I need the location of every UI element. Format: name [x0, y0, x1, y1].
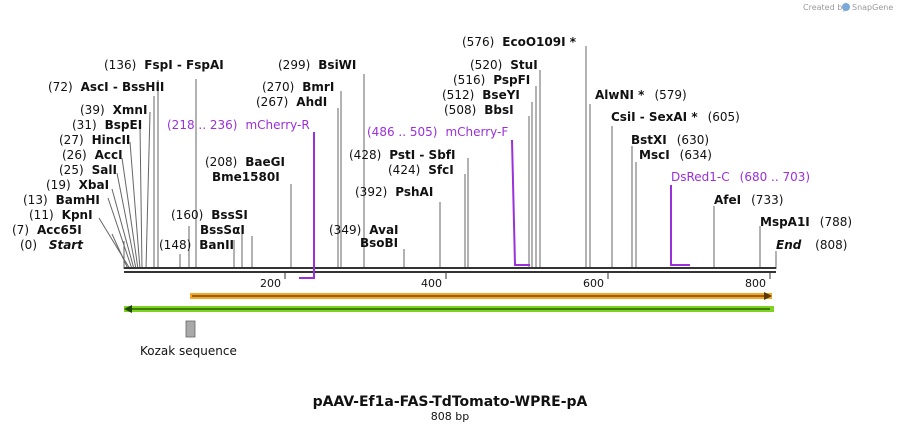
site-label: (512) BseYI — [442, 88, 520, 102]
site-label: (7) Acc65I — [12, 223, 82, 237]
site-label: (11) KpnI — [29, 208, 93, 222]
site-label: MspA1I (788) — [760, 215, 852, 229]
start-label: (0) Start — [20, 238, 84, 252]
site-label: BstXI (630) — [631, 133, 709, 147]
site-label: (26) AccI — [62, 148, 123, 162]
middle-site-labels: (148) BanII BssSαI (160) BssSI Bme1580I (2… — [159, 35, 577, 252]
site-label: (25) SalI — [59, 163, 117, 177]
site-label: (270) BmrI — [262, 80, 334, 94]
map-length: 808 bp — [431, 410, 469, 423]
site-label: (31) BspEI — [72, 118, 142, 132]
site-label: BsoBI — [360, 236, 398, 250]
snapgene-credit: Created by SnapGene — [803, 3, 893, 12]
site-label: (516) PspFI — [453, 73, 530, 87]
primer-label-mcherry-f: (486 .. 505) mCherry-F — [367, 125, 508, 139]
site-label: BssSαI — [200, 223, 245, 237]
site-label: (392) PshAI — [355, 185, 433, 199]
site-label: (160) BssSI — [171, 208, 248, 222]
left-site-labels: (7) Acc65I (11) KpnI (13) BamHI (19) XbaI (2… — [12, 58, 224, 237]
primer-marks — [299, 132, 690, 279]
site-label: (136) FspI - FspAI — [104, 58, 224, 72]
site-label: (267) AhdI — [256, 95, 327, 109]
site-label: (13) BamHI — [23, 193, 100, 207]
site-label: (428) PstI - SbfI — [349, 148, 455, 162]
site-label: (27) HincII — [59, 133, 130, 147]
site-label: (299) BsiWI — [278, 58, 356, 72]
primer-dsred1-c-mark — [670, 185, 690, 266]
features — [124, 292, 774, 338]
tick-label: 200 — [260, 277, 281, 290]
site-label: (39) XmnI — [80, 103, 147, 117]
credit-brand: SnapGene — [852, 3, 893, 12]
orange-feature-arrow — [764, 292, 772, 300]
site-label: (19) XbaI — [46, 178, 109, 192]
backbone — [124, 267, 776, 273]
primer-label-mcherry-r: (218 .. 236) mCherry-R — [167, 118, 310, 132]
site-label: AfeI (733) — [714, 193, 783, 207]
site-label: (148) BanII — [159, 238, 234, 252]
tick-label: 400 — [421, 277, 442, 290]
left-leader-lines — [98, 46, 777, 270]
site-label: (208) BaeGI — [205, 155, 285, 169]
ruler — [284, 272, 771, 279]
green-feature-arrow — [124, 305, 132, 313]
right-site-labels: AlwNI * (579) CsiI - SexAI * (605) BstXI (6… — [595, 88, 852, 229]
site-label: CsiI - SexAI * (605) — [611, 110, 740, 124]
site-label: Bme1580I — [212, 170, 280, 184]
site-label: MscI (634) — [639, 148, 712, 162]
site-label: (576) EcoO109I * — [462, 35, 577, 49]
credit-prefix: Created by — [803, 3, 847, 12]
end-label: End (808) — [776, 238, 847, 252]
primer-labels: (218 .. 236) mCherry-R (486 .. 505) mCherr… — [167, 118, 810, 184]
site-label: (424) SfcI — [388, 163, 454, 177]
site-label: AlwNI * (579) — [595, 88, 687, 102]
tick-label: 800 — [745, 277, 766, 290]
site-label: (72) AscI - BssHII — [48, 80, 164, 94]
site-label: (349) AvaI — [329, 223, 399, 237]
primer-mcherry-r-mark — [299, 132, 315, 279]
tick-label: 600 — [583, 277, 604, 290]
kozak-feature-box — [185, 320, 196, 338]
site-label: (508) BbsI — [444, 103, 514, 117]
primer-mcherry-f-mark — [511, 139, 530, 266]
kozak-label: Kozak sequence — [140, 344, 237, 358]
primer-label-dsred1-c: DsRed1-C (680 .. 703) — [671, 170, 810, 184]
snapgene-logo-icon — [842, 3, 850, 11]
site-label: (520) StuI — [470, 58, 538, 72]
map-title: pAAV-Ef1a-FAS-TdTomato-WPRE-pA — [313, 394, 588, 410]
